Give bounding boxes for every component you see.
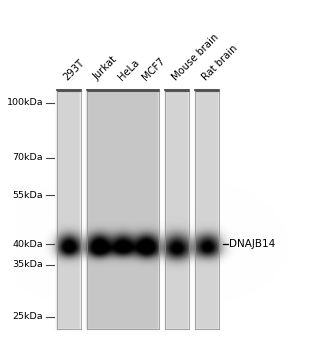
Text: Jurkat: Jurkat bbox=[92, 55, 120, 82]
Text: Rat brain: Rat brain bbox=[200, 43, 239, 82]
Text: 293T: 293T bbox=[62, 58, 87, 82]
Text: 70kDa: 70kDa bbox=[13, 153, 43, 162]
Text: DNAJB14: DNAJB14 bbox=[229, 239, 276, 249]
Text: MCF7: MCF7 bbox=[140, 56, 167, 82]
Text: 25kDa: 25kDa bbox=[13, 312, 43, 321]
Text: 40kDa: 40kDa bbox=[13, 240, 43, 248]
Text: 55kDa: 55kDa bbox=[13, 190, 43, 199]
Text: 100kDa: 100kDa bbox=[6, 98, 43, 107]
Text: HeLa: HeLa bbox=[116, 57, 141, 82]
Text: 35kDa: 35kDa bbox=[12, 260, 43, 269]
Text: Mouse brain: Mouse brain bbox=[170, 32, 221, 82]
